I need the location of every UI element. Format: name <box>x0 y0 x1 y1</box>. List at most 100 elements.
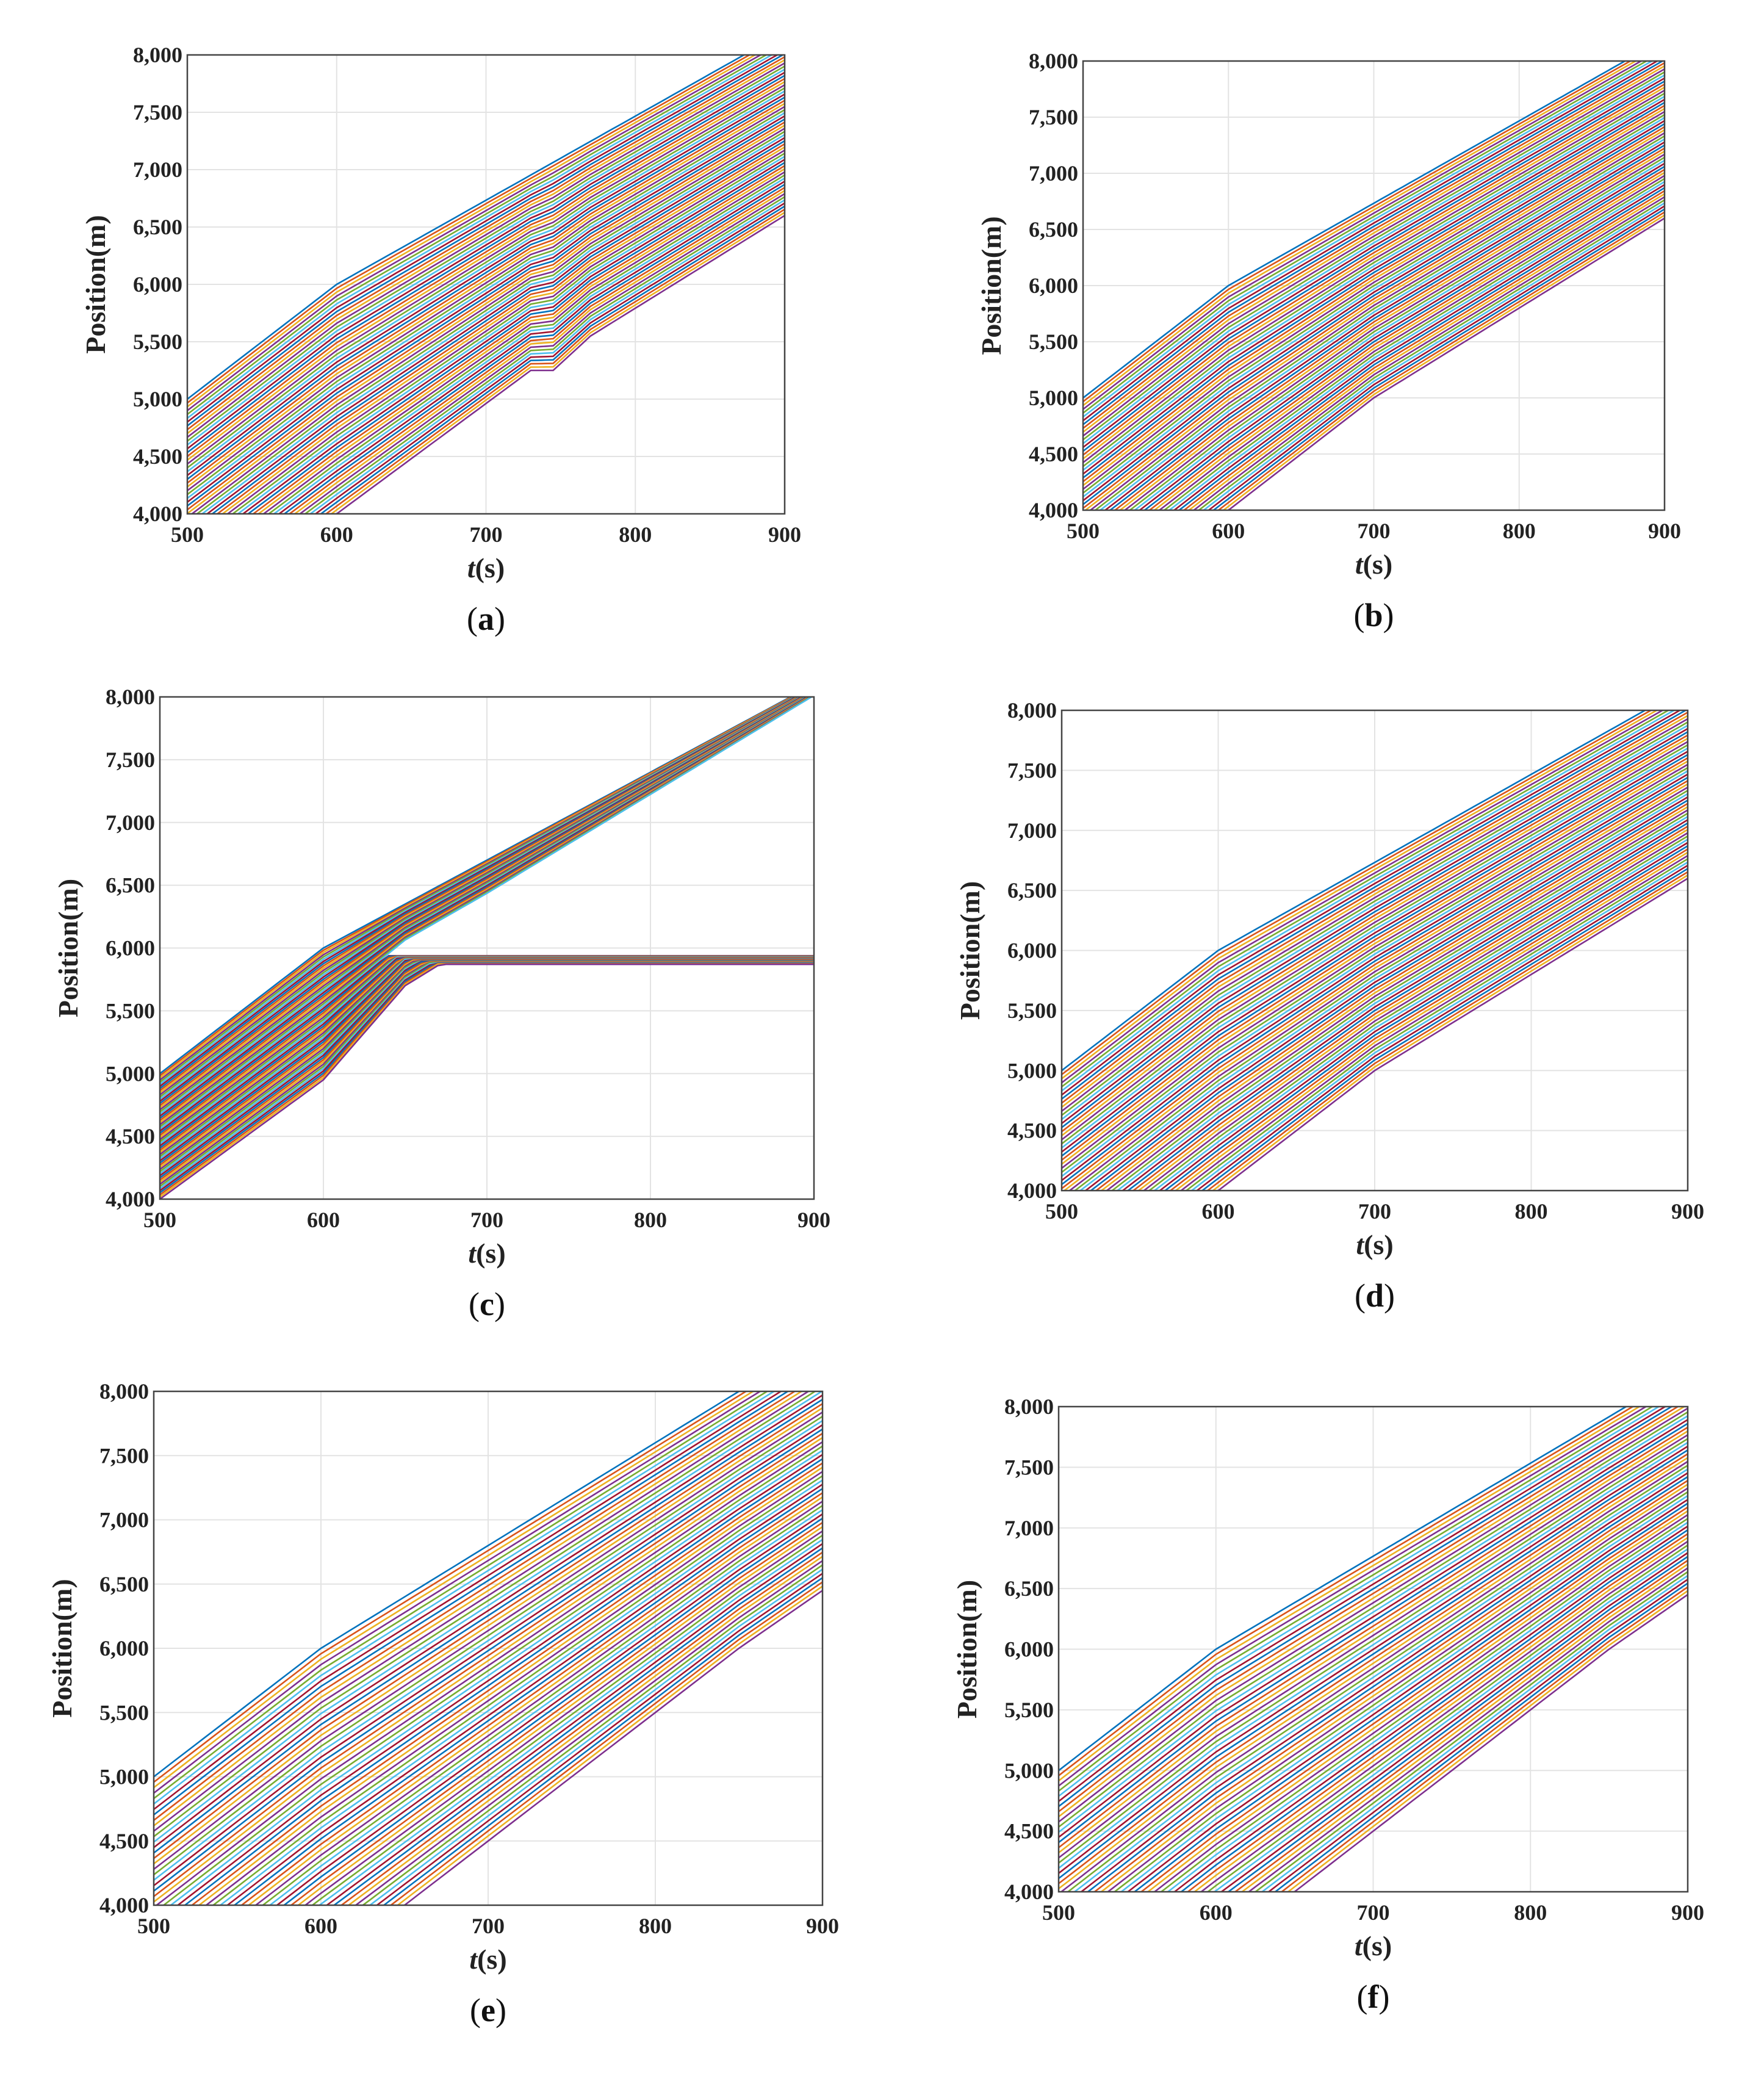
x-tick-label: 900 <box>806 1914 839 1938</box>
vehicle-trajectory <box>1083 98 1665 475</box>
vehicle-trajectory <box>1062 710 1665 1084</box>
panel-label: (e) <box>470 1992 506 2028</box>
vehicle-trajectory <box>1273 1582 1688 1892</box>
vehicle-trajectory <box>262 171 785 514</box>
vehicle-trajectory <box>1192 196 1665 510</box>
vehicle-trajectory <box>1079 793 1688 1191</box>
vehicle-trajectory <box>1287 1590 1688 1892</box>
vehicle-trajectory <box>1173 184 1665 510</box>
vehicle-trajectory <box>267 174 785 514</box>
y-tick-label: 6,500 <box>1029 217 1078 242</box>
vehicle-trajectory <box>319 205 785 514</box>
y-tick-label: 6,000 <box>1007 939 1057 963</box>
y-tick-label: 6,000 <box>106 936 155 961</box>
y-axis-label: Position(m) <box>52 879 84 1017</box>
panel-b: 500 600 700 800 900 4,000 4,500 5,000 5,500 6,000… <box>976 49 1681 633</box>
x-tick-label: 500 <box>137 1914 170 1938</box>
vehicle-trajectory <box>1060 1460 1688 1892</box>
vehicle-trajectory <box>1211 874 1688 1191</box>
vehicle-trajectory <box>1280 1586 1688 1892</box>
vehicle-trajectory <box>154 1394 823 1848</box>
vehicle-trajectory <box>1062 763 1688 1169</box>
vehicle-trajectory <box>1059 1407 1647 1787</box>
vehicle-trajectory <box>1222 214 1665 510</box>
x-tick-label: 700 <box>470 1208 503 1232</box>
vehicle-trajectory <box>187 84 785 465</box>
vehicle-trajectory <box>187 55 746 400</box>
vehicle-trajectory <box>154 1391 748 1783</box>
vehicle-trajectory <box>1062 754 1688 1157</box>
vehicle-trajectory <box>1059 1419 1688 1838</box>
y-tick-label: 7,500 <box>99 1443 149 1468</box>
vehicle-trajectory <box>187 68 785 446</box>
vehicle-trajectory <box>329 211 785 514</box>
vehicle-trajectory <box>1206 1544 1688 1892</box>
vehicle-trajectory <box>154 1424 823 1886</box>
vehicle-trajectory <box>162 1445 823 1905</box>
vehicle-trajectory <box>1059 1426 1688 1848</box>
vehicle-trajectory <box>1207 205 1665 510</box>
y-tick-label: 7,000 <box>1004 1516 1054 1540</box>
vehicle-trajectory <box>212 1475 823 1905</box>
y-tick-label: 6,500 <box>99 1572 149 1596</box>
vehicle-trajectory <box>297 1526 823 1905</box>
vehicle-trajectory <box>1073 790 1688 1191</box>
x-tick-label: 600 <box>1200 1900 1233 1925</box>
trajectories-f <box>1059 1407 1688 1892</box>
vehicle-trajectory <box>1220 1552 1688 1892</box>
vehicle-trajectory <box>1083 83 1665 456</box>
vehicle-trajectory <box>1059 1430 1688 1854</box>
axes-frame <box>1060 709 1689 1192</box>
vehicle-trajectory <box>187 87 785 469</box>
vehicle-trajectory <box>1126 1499 1688 1892</box>
vehicle-trajectory <box>1062 712 1688 1104</box>
vehicle-trajectory <box>1100 806 1688 1191</box>
y-tick-label: 6,000 <box>1029 273 1078 298</box>
vehicle-trajectory <box>1083 61 1654 418</box>
vehicle-trajectory <box>187 124 785 514</box>
vehicle-trajectory <box>1163 178 1665 510</box>
vehicle-trajectory <box>187 55 757 408</box>
y-tick-label: 5,000 <box>106 1061 155 1086</box>
vehicle-trajectory <box>1059 1407 1688 1823</box>
vehicle-trajectory <box>1118 150 1665 510</box>
y-tick-label: 5,000 <box>99 1765 149 1789</box>
vehicle-trajectory <box>1121 819 1688 1191</box>
vehicle-trajectory <box>1261 1574 1688 1892</box>
y-axis-label: Position(m) <box>976 216 1007 355</box>
vehicle-trajectory <box>187 55 768 416</box>
vehicle-trajectory <box>1104 141 1665 510</box>
vehicle-trajectory <box>154 1399 823 1854</box>
x-axis-label: t(s) <box>1355 1930 1392 1961</box>
x-tick-label: 700 <box>470 522 503 547</box>
vehicle-trajectory <box>1059 1453 1688 1884</box>
vehicle-trajectory <box>290 1521 823 1905</box>
y-tick-label: 5,500 <box>133 330 182 354</box>
vehicle-trajectory <box>1062 773 1688 1181</box>
y-axis-label: Position(m) <box>954 881 985 1020</box>
vehicle-trajectory <box>226 149 785 514</box>
vehicle-trajectory <box>1083 61 1659 422</box>
x-tick-label: 900 <box>1671 1900 1704 1925</box>
x-tick-label: 700 <box>472 1914 505 1938</box>
vehicle-trajectory <box>187 99 785 484</box>
panel-label: (c) <box>469 1286 505 1322</box>
vehicle-trajectory <box>389 1581 823 1905</box>
vehicle-trajectory <box>1083 80 1665 452</box>
vehicle-trajectory <box>1059 1445 1688 1874</box>
vehicle-trajectory <box>1083 61 1638 406</box>
vehicle-trajectory <box>268 1509 823 1905</box>
vehicle-trajectory <box>1062 770 1688 1177</box>
vehicle-trajectory <box>1197 199 1665 510</box>
vehicle-trajectory <box>221 146 785 514</box>
y-tick-label: 8,000 <box>1007 698 1057 723</box>
vehicle-trajectory <box>154 1391 817 1837</box>
x-tick-label: 600 <box>304 1914 337 1938</box>
trajectories-d <box>1062 710 1688 1191</box>
x-tick-label: 600 <box>307 1208 340 1232</box>
y-tick-label: 5,500 <box>1007 998 1057 1023</box>
vehicle-trajectory <box>354 1560 823 1905</box>
vehicle-trajectory <box>1083 101 1665 479</box>
y-tick-label: 5,000 <box>133 387 182 411</box>
vehicle-trajectory <box>1083 71 1665 441</box>
